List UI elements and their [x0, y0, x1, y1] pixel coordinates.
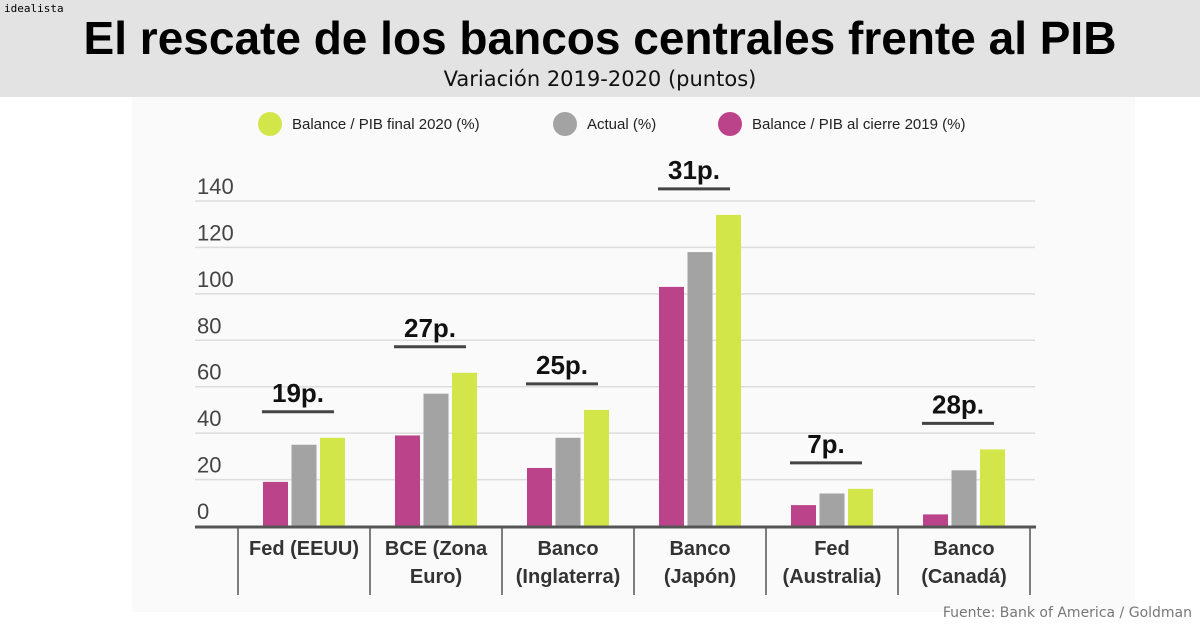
legend-label: Balance / PIB al cierre 2019 (%)	[752, 115, 966, 133]
x-tick-label: Euro)	[410, 566, 462, 588]
chart-title-container: El rescate de los bancos centrales frent…	[20, 12, 1180, 66]
legend-label: Actual (%)	[587, 115, 657, 133]
x-tick-label: (Japón)	[664, 566, 736, 588]
bar	[848, 488, 873, 526]
bar	[980, 449, 1005, 526]
annotation-label: 31p.	[668, 155, 720, 185]
bar	[555, 437, 581, 526]
y-tick-label: 140	[197, 174, 234, 199]
annotation-label: 7p.	[807, 429, 845, 459]
y-tick-label: 100	[197, 267, 234, 292]
legend-swatch	[553, 112, 577, 136]
bar	[951, 470, 977, 526]
bar	[819, 493, 845, 526]
x-tick-label: (Inglaterra)	[516, 566, 620, 588]
legend-item-actual: Actual (%)	[553, 112, 656, 136]
legend-label: Balance / PIB final 2020 (%)	[292, 115, 480, 133]
x-tick-label: Fed (EEUU)	[249, 538, 359, 560]
bar	[791, 505, 816, 526]
annotation-label: 19p.	[272, 378, 324, 408]
annotation-label: 28p.	[932, 389, 984, 419]
y-tick-label: 20	[197, 453, 221, 478]
y-tick-label: 120	[197, 220, 234, 245]
bar	[320, 437, 345, 526]
bar	[687, 252, 713, 527]
bar	[716, 214, 741, 526]
annotation-label: 25p.	[536, 350, 588, 380]
bar	[263, 481, 288, 526]
bar	[395, 435, 420, 526]
legend-swatch	[258, 112, 282, 136]
x-tick-label: BCE (Zona	[385, 538, 488, 560]
x-tick-label: Banco	[537, 538, 598, 560]
y-tick-label: 40	[197, 406, 221, 431]
annotation-label: 27p.	[404, 313, 456, 343]
source-note: Fuente: Bank of America / Goldman	[942, 605, 1192, 621]
y-tick-label: 80	[197, 313, 221, 338]
x-tick-label: (Australia)	[783, 566, 882, 588]
bar	[291, 444, 317, 526]
legend-item-2020: Balance / PIB final 2020 (%)	[258, 112, 480, 136]
bar	[584, 409, 609, 526]
legend-item-2019: Balance / PIB al cierre 2019 (%)	[718, 112, 965, 136]
x-tick-label: Banco	[669, 538, 730, 560]
bar	[452, 372, 477, 526]
x-tick-label: Fed	[814, 538, 850, 560]
bar	[423, 393, 449, 526]
y-tick-label: 60	[197, 360, 221, 385]
brand-logo: idealista	[4, 2, 64, 15]
bar	[527, 467, 552, 526]
chart-title: El rescate de los bancos centrales frent…	[83, 12, 1117, 64]
legend-swatch	[718, 112, 742, 136]
x-tick-label: (Canadá)	[921, 566, 1007, 588]
header: idealista El rescate de los bancos centr…	[0, 0, 1200, 97]
y-tick-label: 0	[197, 499, 209, 524]
bar	[923, 514, 948, 526]
x-tick-label: Banco	[933, 538, 994, 560]
chart-subtitle: Variación 2019-2020 (puntos)	[443, 67, 757, 91]
bar	[659, 286, 684, 526]
